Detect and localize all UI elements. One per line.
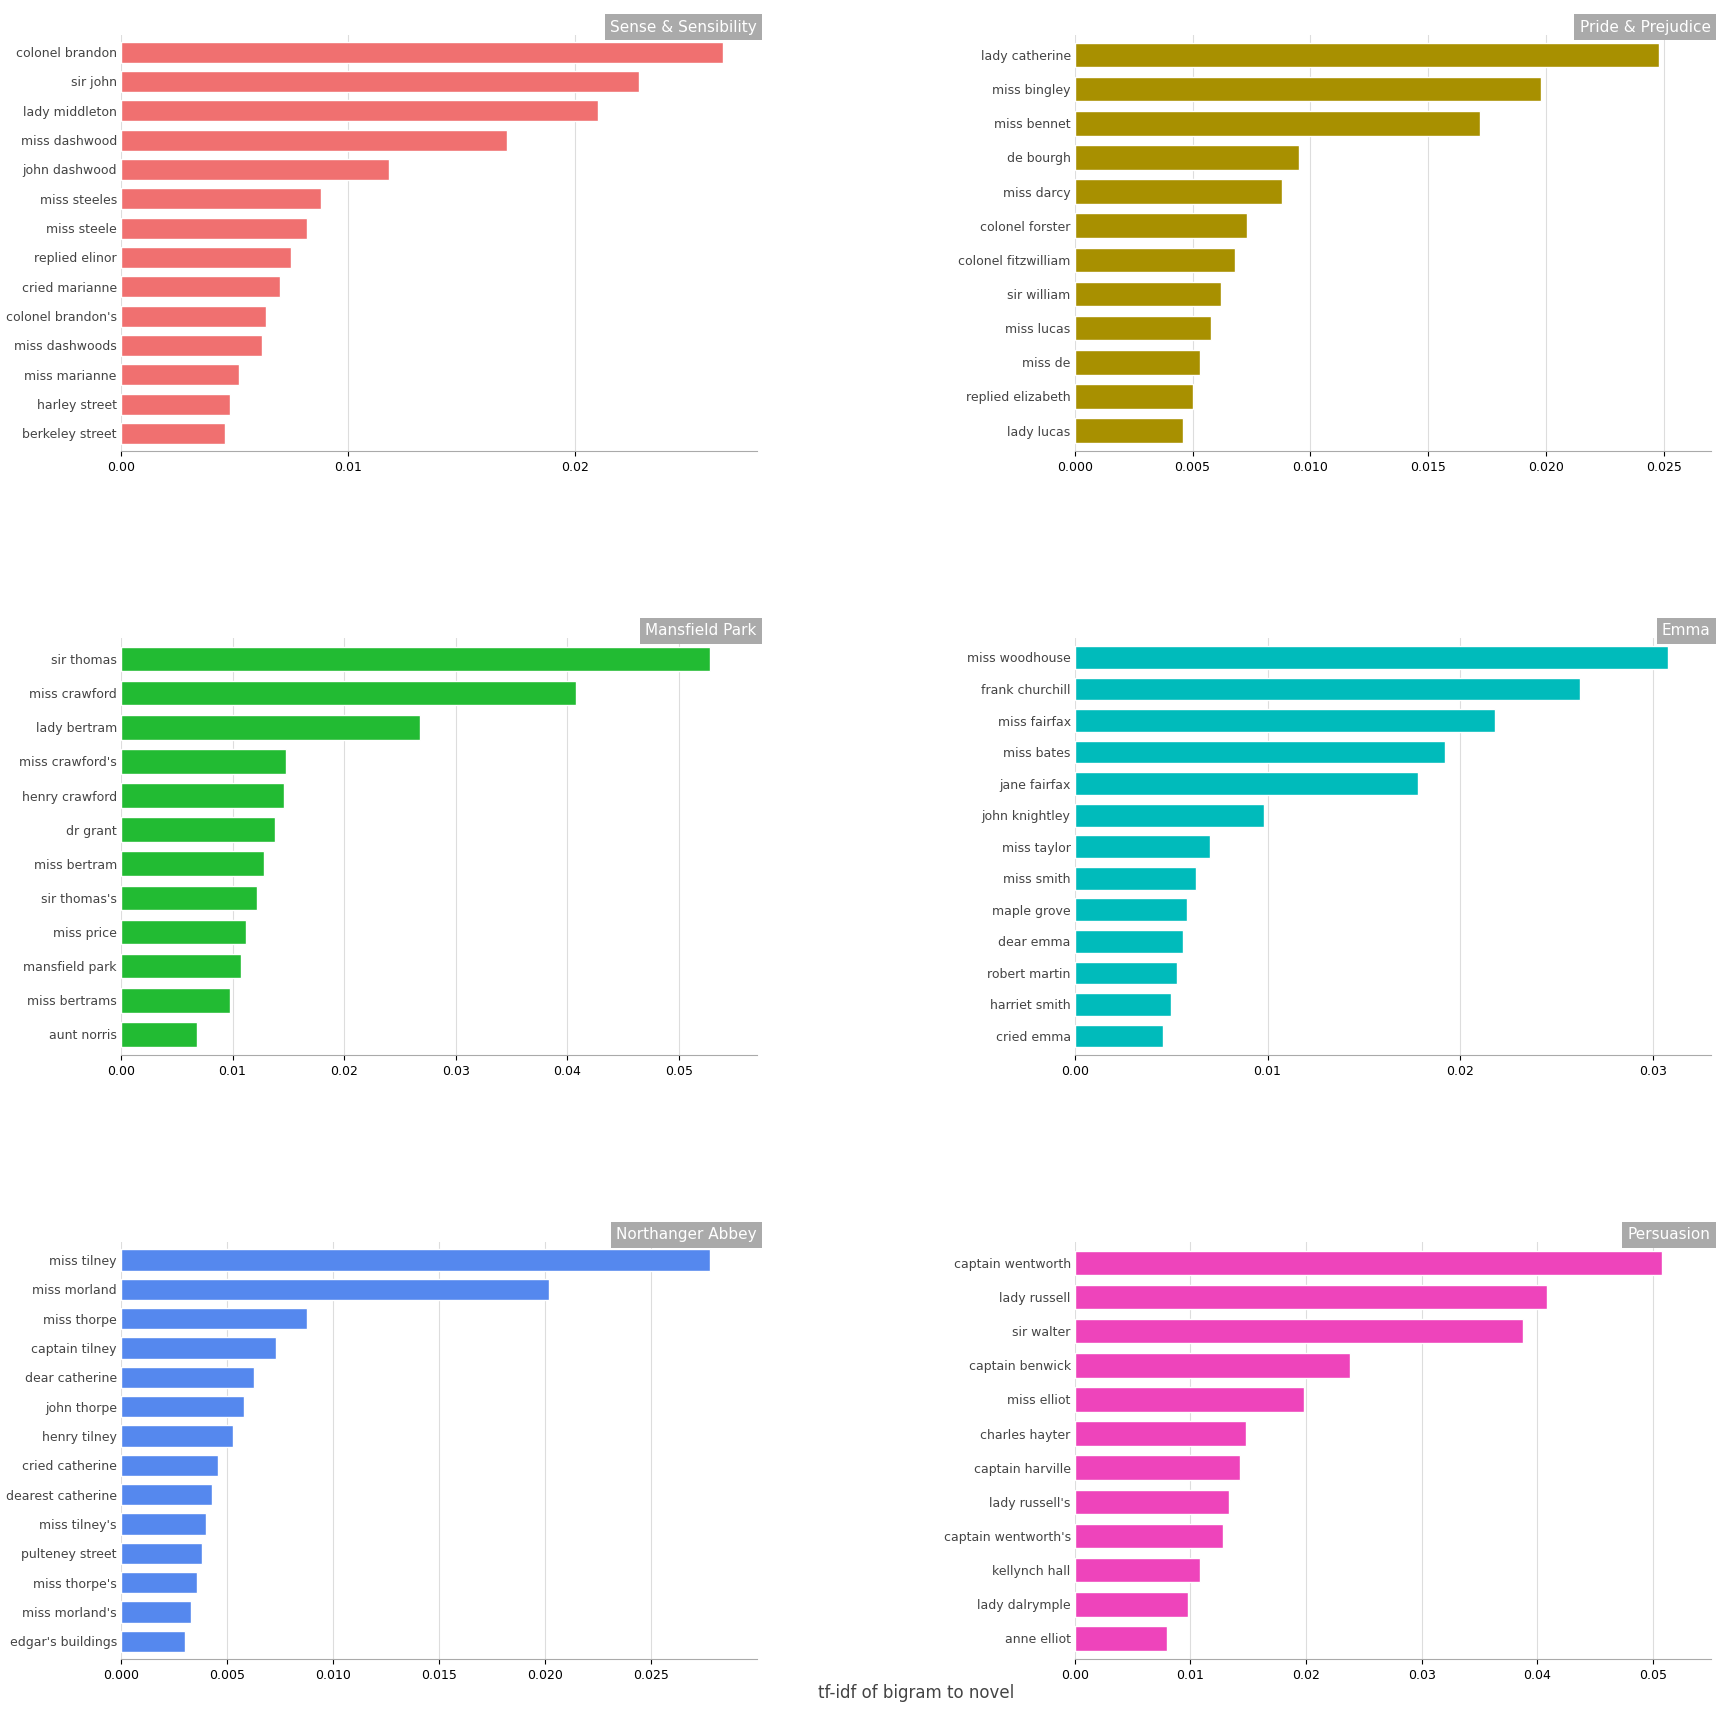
Bar bbox=[1075, 1025, 1163, 1047]
Bar bbox=[121, 276, 280, 297]
Bar bbox=[121, 1484, 213, 1505]
Bar bbox=[1075, 867, 1196, 890]
Bar bbox=[121, 886, 257, 911]
Bar bbox=[1075, 772, 1417, 795]
Text: Pride & Prejudice: Pride & Prejudice bbox=[1579, 19, 1711, 35]
Text: tf-idf of bigram to novel: tf-idf of bigram to novel bbox=[817, 1685, 1014, 1702]
Bar bbox=[121, 783, 283, 807]
Bar bbox=[1075, 899, 1187, 921]
Bar bbox=[1075, 111, 1479, 135]
Bar bbox=[121, 988, 230, 1013]
Bar bbox=[1075, 804, 1263, 826]
Bar bbox=[1075, 835, 1210, 859]
Bar bbox=[121, 218, 308, 238]
Bar bbox=[1075, 384, 1192, 410]
Bar bbox=[1075, 1490, 1229, 1514]
Bar bbox=[121, 1572, 197, 1593]
Bar bbox=[1075, 1559, 1199, 1583]
Bar bbox=[121, 423, 225, 444]
Text: Emma: Emma bbox=[1662, 624, 1711, 638]
Bar bbox=[1075, 43, 1659, 67]
Bar bbox=[121, 817, 275, 842]
Bar bbox=[1075, 1524, 1223, 1548]
Bar bbox=[121, 1602, 190, 1623]
Bar bbox=[121, 1337, 276, 1358]
Bar bbox=[1075, 930, 1182, 952]
Bar bbox=[121, 1631, 185, 1652]
Bar bbox=[121, 1514, 206, 1534]
Bar bbox=[121, 1367, 254, 1388]
Bar bbox=[121, 1455, 218, 1476]
Bar bbox=[1075, 994, 1172, 1016]
Bar bbox=[121, 748, 287, 774]
Bar bbox=[1075, 247, 1236, 273]
Bar bbox=[1075, 1353, 1350, 1377]
Bar bbox=[121, 100, 598, 121]
Bar bbox=[121, 394, 230, 415]
Bar bbox=[121, 335, 261, 356]
Text: Mansfield Park: Mansfield Park bbox=[646, 624, 757, 638]
Bar bbox=[121, 646, 710, 670]
Bar bbox=[1075, 708, 1495, 733]
Bar bbox=[1075, 961, 1177, 985]
Text: Northanger Abbey: Northanger Abbey bbox=[617, 1227, 757, 1242]
Bar bbox=[1075, 741, 1445, 764]
Bar bbox=[121, 188, 321, 209]
Bar bbox=[1075, 1318, 1524, 1343]
Bar bbox=[1075, 214, 1246, 238]
Bar bbox=[121, 71, 639, 92]
Bar bbox=[1075, 1626, 1168, 1650]
Bar bbox=[121, 41, 722, 62]
Bar bbox=[121, 715, 420, 740]
Bar bbox=[121, 681, 575, 705]
Bar bbox=[1075, 1420, 1246, 1446]
Bar bbox=[121, 1396, 244, 1417]
Bar bbox=[1075, 677, 1579, 700]
Bar bbox=[1075, 1251, 1662, 1275]
Bar bbox=[1075, 282, 1222, 306]
Bar bbox=[121, 159, 389, 180]
Bar bbox=[1075, 316, 1211, 340]
Bar bbox=[121, 365, 238, 385]
Bar bbox=[121, 919, 245, 945]
Bar bbox=[1075, 646, 1668, 669]
Bar bbox=[1075, 351, 1199, 375]
Bar bbox=[121, 247, 292, 268]
Bar bbox=[1075, 1388, 1303, 1412]
Bar bbox=[121, 1023, 197, 1047]
Bar bbox=[121, 1543, 202, 1564]
Bar bbox=[121, 954, 242, 978]
Bar bbox=[121, 1308, 308, 1329]
Bar bbox=[1075, 1591, 1189, 1617]
Text: Persuasion: Persuasion bbox=[1628, 1227, 1711, 1242]
Bar bbox=[121, 1426, 233, 1446]
Bar bbox=[1075, 145, 1298, 169]
Bar bbox=[1075, 1284, 1547, 1310]
Bar bbox=[121, 1279, 550, 1299]
Bar bbox=[121, 306, 266, 327]
Bar bbox=[1075, 180, 1282, 204]
Bar bbox=[1075, 418, 1184, 442]
Bar bbox=[121, 130, 506, 150]
Bar bbox=[121, 1249, 710, 1270]
Bar bbox=[121, 852, 264, 876]
Text: Sense & Sensibility: Sense & Sensibility bbox=[610, 19, 757, 35]
Bar bbox=[1075, 76, 1541, 102]
Bar bbox=[1075, 1455, 1241, 1479]
